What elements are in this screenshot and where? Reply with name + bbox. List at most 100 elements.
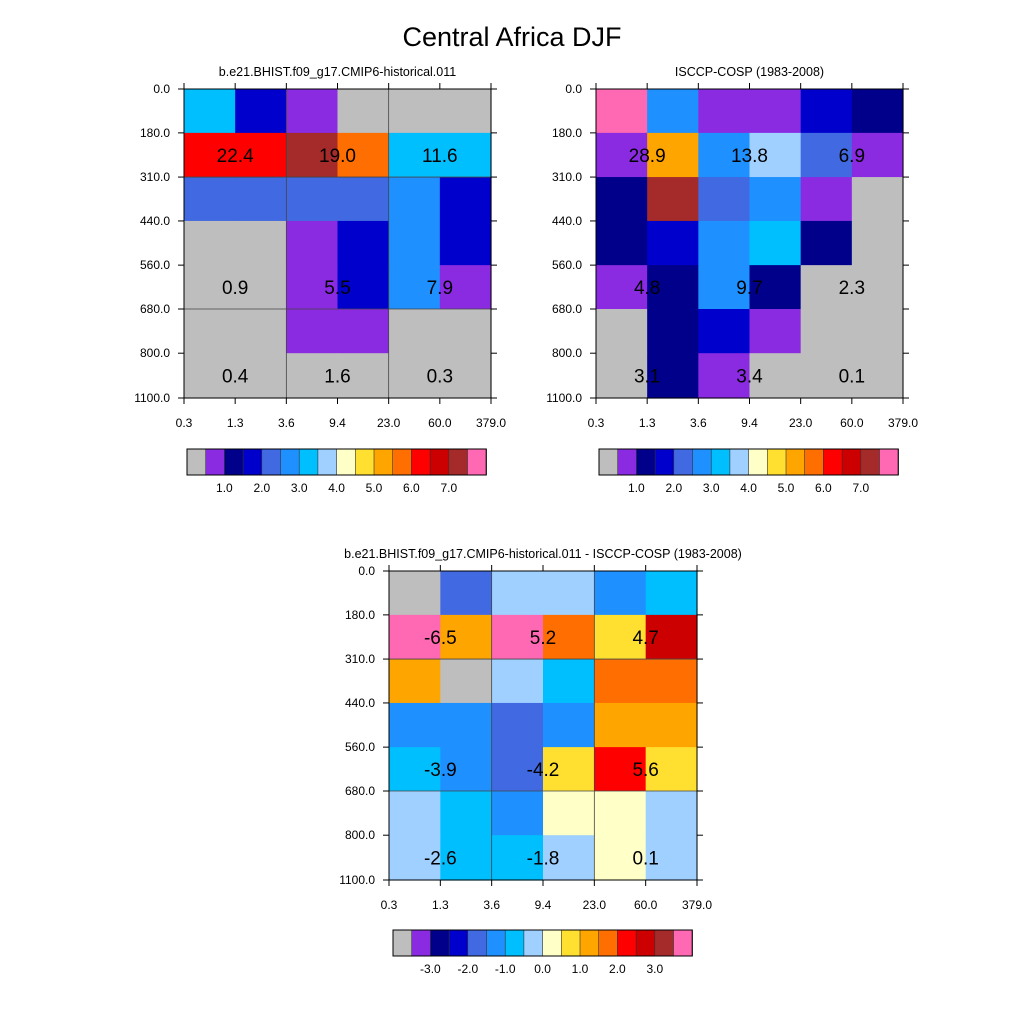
colorbar-box bbox=[392, 929, 413, 957]
y-tick-label: 310.0 bbox=[345, 652, 375, 666]
heatmap-cell bbox=[440, 791, 493, 836]
colorbar-box bbox=[186, 448, 207, 476]
cell-value-label: 5.5 bbox=[324, 278, 350, 299]
heatmap-cell bbox=[543, 702, 595, 748]
x-tick-label: 23.0 bbox=[789, 416, 813, 430]
heatmap-cell bbox=[235, 132, 287, 178]
y-tick-label: 440.0 bbox=[140, 214, 170, 228]
cell-value-label: 0.9 bbox=[222, 278, 248, 299]
heatmap-panel-3: b.e21.BHIST.f09_g17.CMIP6-historical.011… bbox=[339, 547, 742, 976]
y-tick-label: 440.0 bbox=[345, 696, 375, 710]
heatmap-cell bbox=[596, 309, 648, 354]
heatmap-cell bbox=[491, 571, 544, 616]
colorbar-box bbox=[224, 448, 244, 476]
heatmap-cell bbox=[596, 132, 648, 178]
colorbar-label: 3.0 bbox=[291, 481, 308, 495]
cell-value-label: 1.6 bbox=[324, 367, 350, 388]
heatmap-cell bbox=[388, 89, 441, 134]
heatmap-cell bbox=[698, 265, 751, 310]
heatmap-cell bbox=[337, 353, 390, 399]
colorbar-label: 2.0 bbox=[665, 481, 682, 495]
colorbar-label: 7.0 bbox=[440, 481, 457, 495]
y-tick-label: 800.0 bbox=[140, 346, 170, 360]
colorbar-box bbox=[785, 448, 806, 476]
heatmap-panel-1: b.e21.BHIST.f09_g17.CMIP6-historical.011… bbox=[134, 65, 506, 495]
y-tick-label: 1100.0 bbox=[546, 391, 582, 405]
colorbar-label: 5.0 bbox=[778, 481, 795, 495]
heatmap-cell bbox=[439, 220, 492, 266]
colorbar-box bbox=[617, 448, 638, 476]
colorbar-box bbox=[748, 448, 768, 476]
heatmap-cell bbox=[439, 265, 492, 310]
heatmap-cell bbox=[647, 177, 699, 222]
cell-value-label: -2.6 bbox=[424, 849, 457, 870]
y-tick-label: 800.0 bbox=[345, 828, 375, 842]
colorbar-frame bbox=[598, 448, 899, 476]
heatmap-cell bbox=[749, 132, 802, 178]
colorbar-box bbox=[448, 448, 469, 476]
colorbar-box bbox=[673, 448, 694, 476]
x-tick-label: 379.0 bbox=[888, 416, 918, 430]
x-tick-label: 1.3 bbox=[639, 416, 656, 430]
heatmap-cell bbox=[440, 614, 493, 660]
heatmap-cell bbox=[749, 265, 802, 310]
x-tick-label: 60.0 bbox=[634, 898, 658, 912]
plots: b.e21.BHIST.f09_g17.CMIP6-historical.011… bbox=[134, 65, 918, 976]
colorbar-box bbox=[654, 929, 675, 957]
x-tick-label: 23.0 bbox=[583, 898, 607, 912]
heatmap-cell bbox=[286, 89, 339, 134]
heatmap-cell bbox=[594, 571, 647, 616]
colorbar-label: 4.0 bbox=[740, 481, 757, 495]
heatmap-cell bbox=[543, 614, 595, 660]
heatmap-cell bbox=[749, 89, 802, 134]
heatmap-cell bbox=[184, 177, 236, 222]
heatmap-cell bbox=[440, 571, 493, 616]
heatmap-cell bbox=[749, 353, 802, 399]
cell-value-label: 9.7 bbox=[736, 278, 762, 299]
colorbar-label: -3.0 bbox=[420, 962, 441, 976]
cell-value-label: 6.9 bbox=[839, 146, 865, 167]
heatmap-cell bbox=[594, 791, 647, 836]
colorbar-box bbox=[823, 448, 843, 476]
heatmap-cell bbox=[388, 353, 441, 399]
colorbar-box bbox=[841, 448, 862, 476]
colorbar-label: -2.0 bbox=[457, 962, 478, 976]
colorbar-box bbox=[242, 448, 263, 476]
y-tick-label: 680.0 bbox=[552, 302, 582, 316]
heatmap-panel-2: ISCCP-COSP (1983-2008) 0.0 180.0 310.0 440.0… bbox=[546, 65, 918, 495]
colorbar-box bbox=[598, 448, 619, 476]
cell-value-label: 13.8 bbox=[731, 146, 768, 167]
colorbar-box bbox=[560, 929, 581, 957]
x-tick-label: 3.6 bbox=[278, 416, 295, 430]
heatmap-cell bbox=[543, 659, 595, 704]
heatmap-cell bbox=[388, 309, 441, 354]
heatmap-cell bbox=[698, 89, 751, 134]
colorbar-box bbox=[336, 448, 356, 476]
panel-title: ISCCP-COSP (1983-2008) bbox=[675, 65, 824, 79]
cell-value-label: 5.6 bbox=[632, 760, 658, 781]
colorbar-box bbox=[411, 929, 432, 957]
heatmap-cell bbox=[645, 791, 698, 836]
colorbar-box bbox=[486, 929, 506, 957]
heatmap-cell bbox=[647, 353, 699, 399]
heatmap-cell bbox=[439, 353, 492, 399]
colorbar-box bbox=[523, 929, 544, 957]
heatmap-cell bbox=[491, 659, 544, 704]
heatmap-cell bbox=[851, 177, 904, 222]
heatmap-cell bbox=[440, 659, 493, 704]
colorbar-box bbox=[635, 929, 656, 957]
x-tick-label: 1.3 bbox=[432, 898, 449, 912]
cell-value-label: 7.9 bbox=[427, 278, 453, 299]
cell-value-label: 5.2 bbox=[530, 628, 556, 649]
x-tick-label: 0.3 bbox=[176, 416, 193, 430]
y-tick-label: 310.0 bbox=[552, 170, 582, 184]
x-tick-label: 379.0 bbox=[682, 898, 712, 912]
heatmap-cell bbox=[698, 132, 751, 178]
cell-value-label: 19.0 bbox=[319, 146, 356, 167]
heatmap-cell bbox=[389, 747, 441, 792]
x-tick-label: 1.3 bbox=[227, 416, 244, 430]
colorbar-box bbox=[804, 448, 825, 476]
heatmap-cell bbox=[235, 265, 287, 310]
colorbar-label: 2.0 bbox=[609, 962, 626, 976]
heatmap-cell bbox=[594, 702, 647, 748]
